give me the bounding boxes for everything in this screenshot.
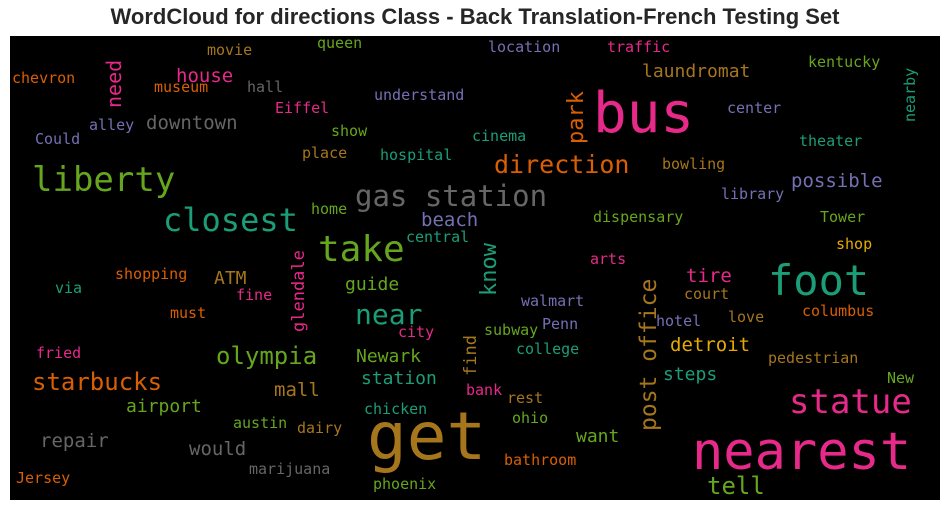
word-laundromat: laundromat <box>642 61 751 82</box>
word-dispensary: dispensary <box>593 208 684 226</box>
word-walmart: walmart <box>521 292 585 310</box>
word-traffic: traffic <box>607 38 671 56</box>
word-via: via <box>55 279 83 297</box>
word-gas-station: gas station <box>355 179 548 213</box>
word-post-office: post office <box>636 278 662 431</box>
word-jersey: Jersey <box>16 469 71 487</box>
word-must: must <box>170 304 207 322</box>
word-tell: tell <box>707 472 765 500</box>
word-guide: guide <box>345 274 400 295</box>
word-atm: ATM <box>214 268 247 289</box>
word-beach: beach <box>421 209 479 231</box>
word-columbus: columbus <box>802 302 875 320</box>
word-shop: shop <box>836 235 873 253</box>
word-near: near <box>355 298 423 331</box>
word-bank: bank <box>466 381 503 399</box>
word-hospital: hospital <box>380 146 453 164</box>
word-newark: Newark <box>356 346 422 367</box>
word-glendale: glendale <box>289 250 309 332</box>
word-nearby: nearby <box>901 67 919 122</box>
word-fried: fried <box>36 344 82 362</box>
word-fine: fine <box>236 286 273 304</box>
word-cinema: cinema <box>472 127 527 145</box>
word-house: house <box>176 65 234 87</box>
word-starbucks: starbucks <box>32 368 163 396</box>
word-closest: closest <box>163 201 298 239</box>
word-liberty: liberty <box>32 160 176 200</box>
word-marijuana: marijuana <box>249 460 331 478</box>
word-tower: Tower <box>820 208 866 226</box>
word-olympia: olympia <box>216 342 318 370</box>
word-show: show <box>331 122 368 140</box>
word-shopping: shopping <box>115 265 188 283</box>
word-mall: mall <box>274 379 320 401</box>
word-chevron: chevron <box>12 69 76 87</box>
word-airport: airport <box>126 396 202 417</box>
word-hotel: hotel <box>656 312 702 330</box>
word-pedestrian: pedestrian <box>768 349 859 367</box>
word-queen: queen <box>317 36 363 52</box>
word-bathroom: bathroom <box>504 451 577 469</box>
word-could: Could <box>35 130 81 148</box>
word-phoenix: phoenix <box>373 475 437 493</box>
word-austin: austin <box>233 414 288 432</box>
word-arts: arts <box>590 250 627 268</box>
word-eiffel: Eiffel <box>275 99 330 117</box>
word-bowling: bowling <box>662 155 726 173</box>
word-chicken: chicken <box>364 400 428 418</box>
word-bus: bus <box>593 81 695 146</box>
word-detroit: detroit <box>670 334 751 356</box>
word-need: need <box>102 59 126 108</box>
word-understand: understand <box>374 86 465 104</box>
word-central: central <box>406 228 470 246</box>
word-downtown: downtown <box>146 112 238 134</box>
word-new: New <box>887 369 915 387</box>
word-theater: theater <box>799 132 863 150</box>
word-tire: tire <box>686 265 732 287</box>
word-get: get <box>367 398 487 475</box>
word-know: know <box>477 243 502 296</box>
word-love: love <box>728 308 765 326</box>
word-city: city <box>398 323 435 341</box>
word-take: take <box>318 229 405 270</box>
word-statue: statue <box>789 382 912 422</box>
word-home: home <box>311 200 348 218</box>
word-steps: steps <box>663 364 718 385</box>
word-kentucky: kentucky <box>808 53 881 71</box>
word-center: center <box>727 99 782 117</box>
word-library: library <box>721 185 785 203</box>
word-alley: alley <box>89 116 135 134</box>
word-penn: Penn <box>542 315 579 333</box>
word-place: place <box>302 144 348 162</box>
word-hall: hall <box>247 78 284 96</box>
word-foot: foot <box>768 256 870 305</box>
chart-title: WordCloud for directions Class - Back Tr… <box>110 4 840 29</box>
word-direction: direction <box>494 150 630 179</box>
word-possible: possible <box>791 170 883 192</box>
word-location: location <box>488 38 561 56</box>
word-station: station <box>361 368 437 389</box>
word-movie: movie <box>207 41 253 59</box>
word-nearest: nearest <box>692 422 912 482</box>
word-rest: rest <box>507 389 544 407</box>
word-want: want <box>576 426 620 447</box>
word-dairy: dairy <box>297 419 343 437</box>
word-subway: subway <box>484 321 539 339</box>
word-court: court <box>684 285 730 303</box>
word-park: park <box>564 91 589 144</box>
word-would: would <box>189 438 247 460</box>
word-ohio: ohio <box>512 409 549 427</box>
word-repair: repair <box>40 430 109 452</box>
word-college: college <box>516 340 580 358</box>
word-find: find <box>461 335 481 376</box>
word-museum: museum <box>154 78 209 96</box>
word-cloud-canvas: get nearest bus foot liberty take closest statu… <box>10 36 940 500</box>
